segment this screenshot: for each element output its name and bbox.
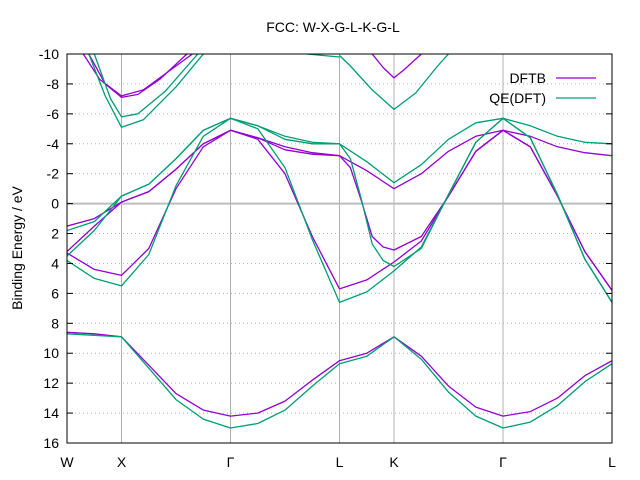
y-tick-label: 4 [51, 255, 59, 271]
x-tick-label: K [389, 454, 399, 470]
legend-label: DFTB [509, 70, 546, 86]
x-tick-label: L [608, 454, 616, 470]
y-tick-label: 6 [51, 285, 59, 301]
y-tick-label: 14 [43, 405, 59, 421]
x-tick-label: W [60, 454, 74, 470]
chart-title: FCC: W-X-G-L-K-G-L [266, 19, 400, 35]
band-line [371, 54, 422, 79]
band-line [67, 331, 612, 417]
x-tick-label: Γ [499, 454, 507, 470]
y-tick-label: 16 [43, 435, 59, 451]
y-tick-label: -4 [47, 136, 60, 152]
band-line [67, 129, 612, 291]
series-layer [67, 54, 612, 429]
plot-frame [66, 53, 613, 444]
x-tick-label: X [117, 454, 127, 470]
legend-label: QE(DFT) [489, 90, 546, 106]
band-line [88, 54, 204, 128]
y-tick-label: 8 [51, 315, 59, 331]
y-tick-label: 12 [43, 375, 59, 391]
y-tick-label: -8 [47, 76, 60, 92]
y-tick-label: 10 [43, 345, 59, 361]
band-line [67, 333, 612, 429]
y-tick-label: -10 [39, 46, 59, 62]
y-tick-label: -2 [47, 166, 60, 182]
y-tick-label: -6 [47, 106, 60, 122]
band-line [67, 117, 612, 303]
y-tick-label: 0 [51, 196, 59, 212]
y-tick-label: 2 [51, 226, 59, 242]
legend: DFTB QE(DFT) [489, 70, 596, 106]
series-qe-dft- [67, 54, 612, 429]
band-line [339, 54, 449, 111]
band-line [93, 54, 199, 118]
y-tick-layer: -10 -8 -6 -4 -2 0 2 4 6 8 10 12 14 16 [39, 46, 612, 451]
series-dftb [67, 54, 612, 417]
y-axis-label: Binding Energy / eV [9, 185, 25, 309]
x-tick-label: L [336, 454, 344, 470]
x-tick-label: Γ [227, 454, 235, 470]
